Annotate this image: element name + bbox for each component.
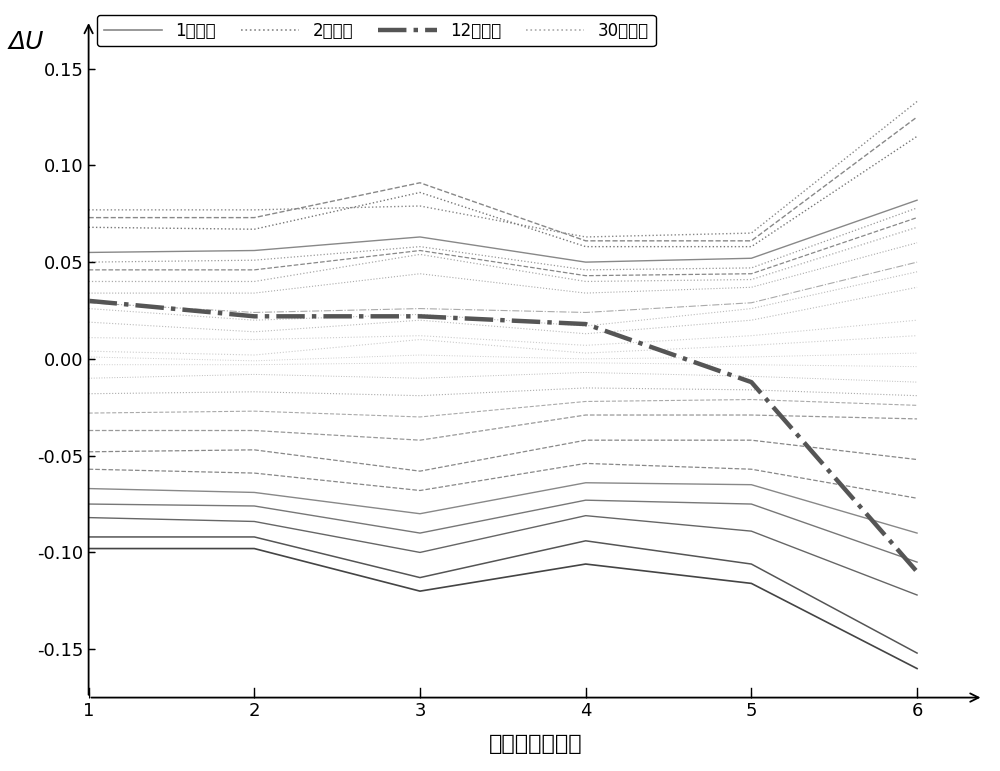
Y-axis label: ΔU: ΔU <box>8 30 44 54</box>
X-axis label: 可用充电段编号: 可用充电段编号 <box>489 734 583 754</box>
Legend: 1号电池, 2号电池, 12号电池, 30号电池: 1号电池, 2号电池, 12号电池, 30号电池 <box>97 15 656 46</box>
